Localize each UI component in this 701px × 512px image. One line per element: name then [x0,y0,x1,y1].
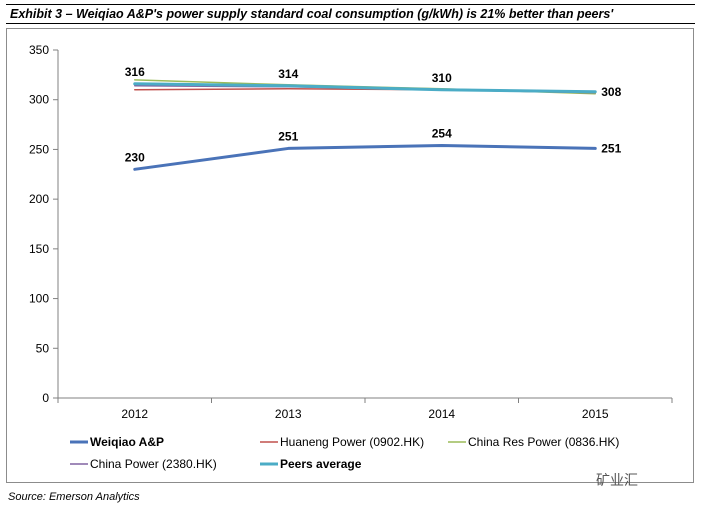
legend-label: Huaneng Power (0902.HK) [280,435,424,449]
legend-label: Weiqiao A&P [90,435,164,449]
legend-label: Peers average [280,457,362,471]
data-label: 230 [125,150,145,164]
chart-legend: Weiqiao A&P Huaneng Power (0902.HK) China … [70,435,619,471]
y-tick-label: 0 [42,391,49,405]
chart-frame [6,28,694,483]
legend-label: China Power (2380.HK) [90,457,217,471]
watermark: 矿业汇 [596,472,638,488]
exhibit-title-bar: Exhibit 3 – Weiqiao A&P's power supply s… [6,4,695,24]
data-label: 316 [125,65,145,79]
source-note: Source: Emerson Analytics [8,491,140,503]
x-tick-label: 2012 [121,407,148,421]
y-tick-label: 50 [36,341,50,355]
x-tick-label: 2013 [275,407,302,421]
data-label: 251 [278,129,298,143]
data-label: 314 [278,67,298,81]
data-label: 310 [432,71,452,85]
line-chart: 0 50 100 150 200 250 300 350 2012 2013 2014 2015 23… [29,43,673,471]
data-label: 308 [601,85,621,99]
series-line-0 [133,143,597,171]
series-line-4 [133,82,597,94]
y-tick-label: 350 [29,43,49,57]
y-tick-label: 250 [29,142,49,156]
y-tick-label: 100 [29,292,49,306]
y-tick-label: 200 [29,192,49,206]
chart-series-lines [133,79,597,171]
y-tick-label: 300 [29,93,49,107]
x-tick-label: 2014 [428,407,455,421]
data-label: 251 [601,141,621,155]
y-tick-label: 150 [29,242,49,256]
chart-axes: 0 50 100 150 200 250 300 350 2012 2013 2014 2015 [29,43,673,421]
data-label: 254 [432,126,452,140]
exhibit-title: Exhibit 3 – Weiqiao A&P's power supply s… [10,7,614,21]
chart-data-labels: 230 251 254 251 316 314 310 308 [125,65,622,165]
legend-label: China Res Power (0836.HK) [468,435,619,449]
x-tick-label: 2015 [582,407,609,421]
